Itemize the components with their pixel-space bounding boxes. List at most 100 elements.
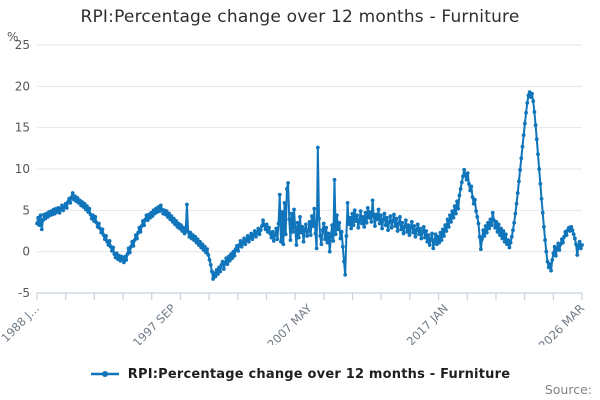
source-label: Source:	[544, 382, 592, 397]
data-point-marker	[577, 239, 582, 244]
data-point-marker	[331, 239, 336, 243]
data-point-marker	[279, 239, 283, 244]
data-point-marker	[386, 228, 390, 233]
data-point-marker	[294, 243, 299, 247]
data-point-marker	[207, 258, 212, 262]
data-point-marker	[326, 231, 331, 236]
data-point-marker	[475, 215, 480, 219]
data-point-marker	[427, 243, 432, 247]
data-point-marker	[280, 210, 285, 214]
data-point-marker	[418, 226, 423, 231]
data-point-marker	[174, 219, 179, 223]
data-point-marker	[102, 237, 107, 242]
data-point-marker	[401, 231, 406, 236]
data-point-marker	[436, 234, 440, 239]
data-point-marker	[329, 234, 333, 239]
data-point-marker	[327, 249, 332, 254]
data-point-marker	[339, 229, 344, 234]
data-point-marker	[68, 200, 73, 205]
data-point-marker	[320, 228, 325, 233]
data-point-marker	[281, 242, 286, 247]
data-point-marker	[506, 238, 511, 242]
data-point-marker	[363, 210, 368, 215]
data-point-marker	[173, 222, 177, 227]
data-point-marker	[334, 213, 339, 218]
data-point-marker	[370, 198, 375, 203]
data-point-marker	[318, 234, 323, 238]
data-point-marker	[487, 226, 492, 231]
data-point-marker	[214, 267, 219, 272]
data-point-marker	[424, 229, 429, 233]
data-point-marker	[531, 99, 536, 104]
data-point-marker	[163, 212, 168, 217]
data-point-marker	[383, 223, 388, 228]
data-point-marker	[550, 258, 555, 262]
data-point-marker	[450, 209, 455, 214]
data-point-marker	[395, 229, 400, 233]
data-point-marker	[275, 237, 280, 242]
data-point-marker	[569, 224, 574, 229]
legend-series-symbol[interactable]	[90, 369, 120, 379]
data-point-marker	[484, 230, 489, 235]
data-point-marker	[236, 248, 241, 253]
data-point-marker	[412, 224, 417, 228]
data-point-marker	[444, 229, 449, 233]
data-point-marker	[549, 268, 553, 273]
data-point-marker	[121, 260, 126, 265]
data-point-marker	[221, 267, 226, 271]
data-point-marker	[306, 229, 311, 233]
data-point-marker	[333, 232, 338, 237]
data-point-marker	[254, 234, 258, 239]
y-tick-label: 10	[15, 162, 30, 176]
data-point-marker	[200, 242, 205, 247]
data-point-marker	[284, 186, 289, 191]
data-point-marker	[537, 167, 542, 171]
data-point-marker	[534, 137, 539, 142]
data-point-marker	[150, 214, 155, 219]
data-point-marker	[287, 217, 292, 222]
data-point-marker	[480, 237, 484, 242]
chart-title: RPI:Percentage change over 12 months - F…	[80, 7, 520, 27]
data-point-marker	[399, 227, 404, 232]
data-point-marker	[500, 236, 505, 241]
data-point-marker	[443, 223, 448, 228]
data-point-marker	[494, 220, 499, 224]
data-point-marker	[389, 225, 394, 230]
data-point-marker	[300, 224, 305, 229]
data-point-marker	[373, 224, 377, 228]
data-point-marker	[394, 216, 399, 221]
data-point-marker	[179, 223, 183, 228]
data-point-marker	[393, 224, 398, 228]
data-point-marker	[133, 233, 138, 238]
data-point-marker	[426, 233, 431, 238]
data-point-marker	[170, 220, 175, 224]
data-point-marker	[289, 211, 294, 216]
data-point-marker	[432, 239, 437, 243]
data-point-marker	[305, 234, 310, 238]
data-point-marker	[263, 227, 268, 232]
data-point-marker	[539, 196, 544, 201]
data-point-marker	[319, 242, 324, 247]
data-point-marker	[503, 232, 508, 237]
data-point-marker	[120, 257, 125, 262]
data-point-marker	[384, 215, 389, 220]
data-point-marker	[93, 215, 98, 219]
data-point-marker	[315, 145, 320, 150]
data-point-marker	[356, 225, 361, 230]
data-point-marker	[507, 245, 512, 250]
data-point-marker	[313, 231, 318, 236]
data-point-marker	[575, 253, 580, 257]
legend-label[interactable]: RPI:Percentage change over 12 months - F…	[127, 366, 511, 382]
data-point-marker	[459, 180, 464, 185]
data-point-marker	[69, 195, 74, 200]
data-point-marker	[104, 234, 108, 238]
data-point-marker	[402, 224, 407, 229]
data-point-marker	[212, 271, 217, 276]
data-point-marker	[267, 225, 271, 230]
data-point-marker	[561, 240, 565, 245]
data-point-marker	[396, 221, 401, 226]
data-point-marker	[423, 235, 427, 240]
data-point-marker	[202, 244, 207, 249]
data-point-marker	[406, 223, 411, 228]
data-point-marker	[87, 206, 92, 211]
